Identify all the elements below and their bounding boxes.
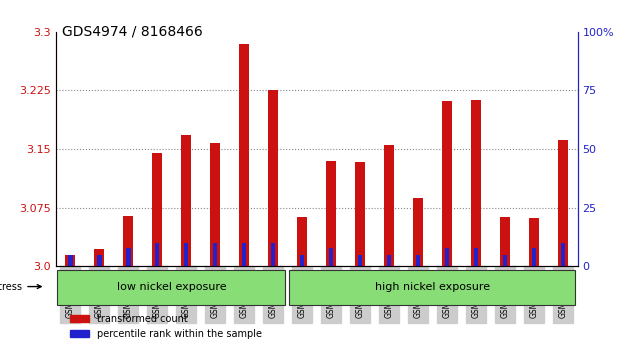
Bar xyxy=(271,243,276,267)
Bar xyxy=(558,140,568,267)
Bar xyxy=(355,162,365,267)
Bar xyxy=(474,248,478,267)
Bar xyxy=(471,100,481,267)
Bar xyxy=(65,255,76,267)
Legend: transformed count, percentile rank within the sample: transformed count, percentile rank withi… xyxy=(66,310,266,342)
Bar xyxy=(242,243,247,267)
Bar xyxy=(384,145,394,267)
Bar xyxy=(503,255,507,267)
Bar xyxy=(529,218,539,267)
Bar xyxy=(155,243,160,267)
Bar xyxy=(126,248,130,267)
Bar xyxy=(213,243,217,267)
Bar xyxy=(152,153,163,267)
Bar xyxy=(97,255,101,267)
Bar xyxy=(300,255,304,267)
Bar xyxy=(68,255,73,267)
Bar xyxy=(123,216,134,267)
Text: GDS4974 / 8168466: GDS4974 / 8168466 xyxy=(62,25,203,39)
Bar xyxy=(268,91,278,267)
Bar xyxy=(413,198,424,267)
Bar xyxy=(442,101,452,267)
Text: low nickel exposure: low nickel exposure xyxy=(117,281,227,292)
Bar xyxy=(445,248,450,267)
Bar xyxy=(500,217,510,267)
Bar xyxy=(239,44,250,267)
Bar xyxy=(358,255,363,267)
Bar xyxy=(416,255,420,267)
FancyBboxPatch shape xyxy=(57,270,285,305)
Bar xyxy=(94,249,104,267)
Bar xyxy=(184,243,189,267)
Text: high nickel exposure: high nickel exposure xyxy=(375,281,490,292)
Bar xyxy=(387,255,391,267)
Text: stress: stress xyxy=(0,281,41,292)
Bar xyxy=(532,248,537,267)
Bar xyxy=(210,143,220,267)
Bar xyxy=(329,248,333,267)
Bar xyxy=(326,161,337,267)
Bar xyxy=(181,135,191,267)
FancyBboxPatch shape xyxy=(289,270,574,305)
Bar xyxy=(297,217,307,267)
Bar xyxy=(561,243,565,267)
